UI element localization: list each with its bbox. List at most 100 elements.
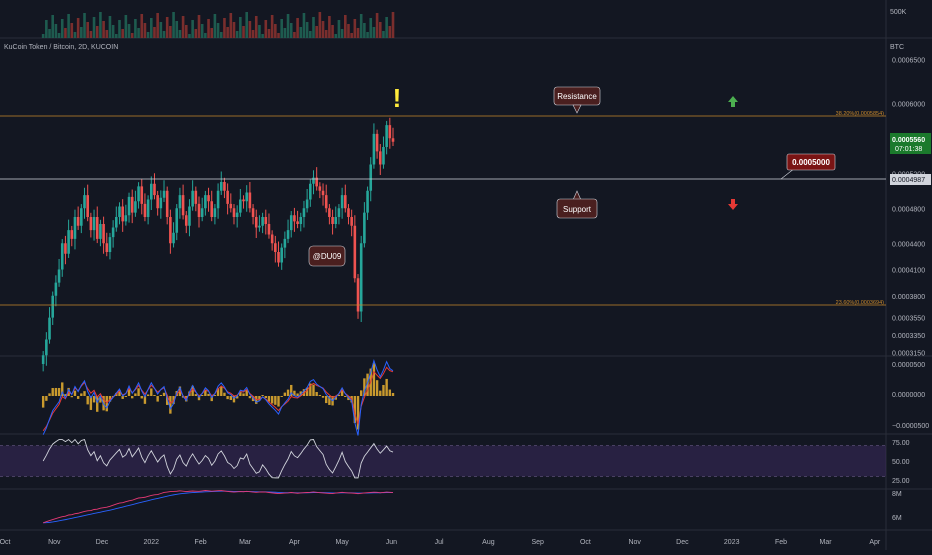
candle-body xyxy=(130,196,134,213)
macd-histogram-bar xyxy=(162,392,166,396)
volume-bar xyxy=(302,13,306,38)
rsi-tick-label: 75.00 xyxy=(892,440,910,447)
down-arrow-icon xyxy=(728,199,738,210)
candle-body xyxy=(169,217,172,244)
candle-body xyxy=(102,224,105,244)
macd-histogram-bar xyxy=(239,391,242,396)
volume-bar xyxy=(296,18,299,38)
macd-histogram-bar xyxy=(146,394,150,396)
candle-body xyxy=(184,215,188,226)
volume-bar xyxy=(76,18,80,38)
resistance-callout[interactable]: Resistance xyxy=(553,86,601,114)
volume-bar xyxy=(45,20,48,38)
time-tick-label: Apr xyxy=(869,539,881,546)
candle-body xyxy=(359,243,363,312)
macd-histogram-bar xyxy=(325,396,328,404)
resistance-label: Resistance xyxy=(557,92,597,101)
volume-bar xyxy=(124,15,128,38)
currency-label: BTC xyxy=(890,44,904,51)
macd-histogram-bar xyxy=(61,382,64,396)
candle-body xyxy=(172,232,175,244)
candle-body xyxy=(232,208,236,217)
macd-histogram-bar xyxy=(140,396,143,399)
volume-bar xyxy=(375,13,379,38)
candle-body xyxy=(70,230,74,239)
candle-body xyxy=(73,217,77,239)
volume-bar xyxy=(347,24,350,38)
candle-body xyxy=(89,217,93,231)
time-tick-label: Aug xyxy=(482,539,495,546)
price-tick-label: 0.0006500 xyxy=(892,58,925,65)
volume-bar xyxy=(188,34,191,38)
price-tick-label: 0.0003350 xyxy=(892,333,925,340)
volume-bar xyxy=(194,29,198,38)
macd-histogram-bar xyxy=(305,387,309,396)
macd-histogram-bar xyxy=(127,388,131,396)
candle-body xyxy=(378,151,382,165)
candle-body xyxy=(286,230,290,239)
volume-bar xyxy=(115,34,118,38)
macd-histogram-bar xyxy=(235,396,239,399)
support-callout[interactable]: Support xyxy=(556,190,598,219)
volume-bar xyxy=(369,18,373,38)
volume-bar xyxy=(137,28,140,38)
macd-histogram-bar xyxy=(366,373,369,396)
volume-bar xyxy=(350,33,353,38)
macd-histogram-bar xyxy=(159,395,163,396)
candle-body xyxy=(111,227,115,238)
macd-tick-label: 0.0000000 xyxy=(892,392,925,399)
candle-body xyxy=(347,208,350,217)
volume-bar xyxy=(197,15,201,38)
candle-body xyxy=(76,217,80,226)
volume-bar xyxy=(366,32,369,38)
volume-bar xyxy=(232,22,236,38)
macd-histogram-bar xyxy=(312,384,315,396)
candle-body xyxy=(372,133,376,165)
macd-tick-label: 0.0000500 xyxy=(892,362,925,369)
candle-body xyxy=(60,243,64,270)
volume-bar xyxy=(54,24,58,38)
price-callout[interactable]: 0.0005000 xyxy=(780,153,836,180)
macd-histogram-bar xyxy=(353,396,357,424)
volume-bar xyxy=(102,21,105,38)
volume-bar xyxy=(283,28,287,38)
macd-histogram-bar xyxy=(118,390,121,396)
macd-histogram-bar xyxy=(328,396,331,405)
macd-histogram-bar xyxy=(204,389,207,396)
time-tick-label: 2023 xyxy=(724,539,740,546)
macd-histogram-bar xyxy=(169,396,172,414)
macd-histogram-bar xyxy=(359,390,363,396)
macd-histogram-bar xyxy=(191,385,194,396)
author-tag[interactable]: @DU09 xyxy=(308,245,346,267)
volume-bar xyxy=(70,23,74,38)
candle-body xyxy=(124,215,128,222)
volume-bar xyxy=(245,12,249,38)
volume-bar xyxy=(353,19,357,38)
macd-histogram-bar xyxy=(213,395,217,396)
macd-histogram-bar xyxy=(134,393,137,396)
volume-bar xyxy=(270,15,274,38)
candle-body xyxy=(321,190,325,196)
macd-histogram-bar xyxy=(248,396,252,399)
volume-bar xyxy=(356,28,360,38)
candle-body xyxy=(207,195,210,202)
macd-histogram-bar xyxy=(293,390,296,396)
macd-histogram-bar xyxy=(150,388,153,396)
obv-ma-line xyxy=(43,490,394,524)
candle-body xyxy=(239,199,242,213)
macd-line xyxy=(42,359,394,436)
price-callout-label: 0.0005000 xyxy=(792,158,830,167)
volume-bar xyxy=(134,19,137,38)
volume-bar xyxy=(172,12,175,38)
macd-histogram-bar xyxy=(210,396,213,402)
macd-histogram-bar xyxy=(340,389,344,396)
volume-bar xyxy=(328,16,331,38)
macd-histogram-bar xyxy=(96,396,99,412)
macd-histogram-bar xyxy=(89,396,93,410)
up-arrow-icon xyxy=(728,96,738,107)
fib-levels: 38.20%(0.0005854) 23.60%(0.0003694) xyxy=(0,111,886,306)
candle-body xyxy=(299,217,303,224)
volume-bar xyxy=(99,12,102,38)
